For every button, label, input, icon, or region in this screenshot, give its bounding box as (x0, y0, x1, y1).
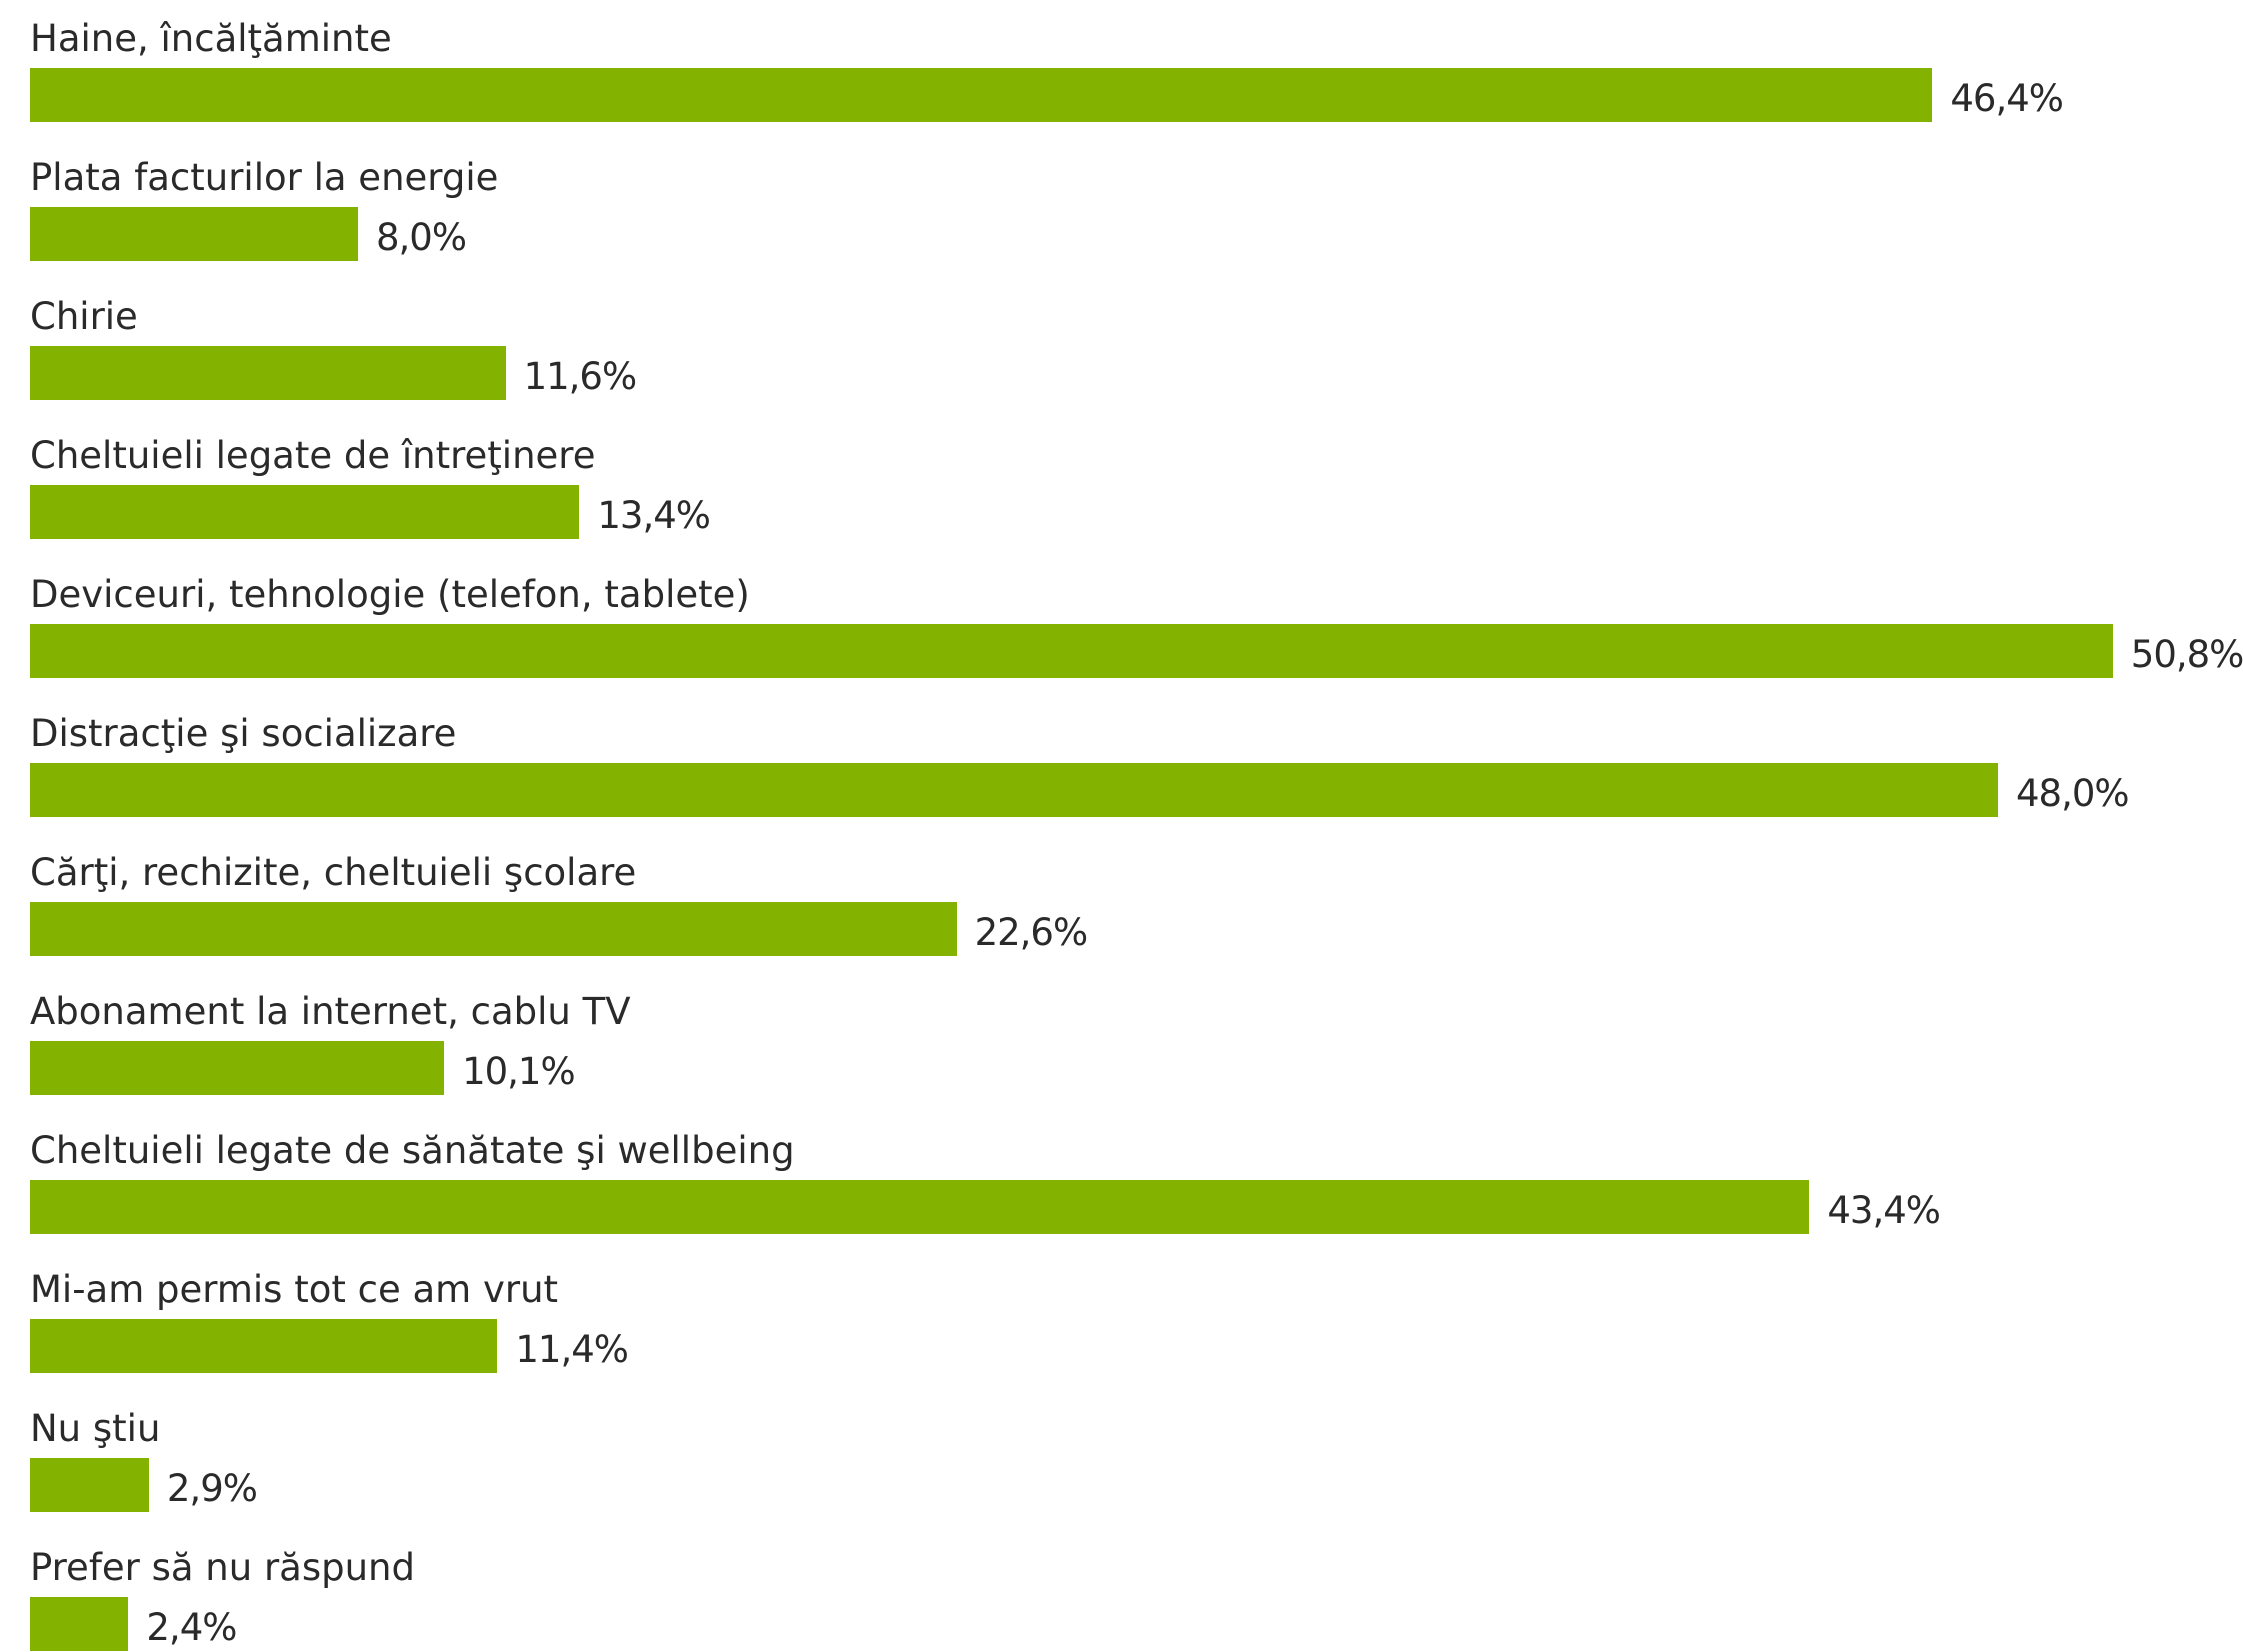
bar (30, 1180, 1810, 1234)
category-label: Cheltuieli legate de sănătate şi wellbei… (30, 1129, 795, 1172)
bar (30, 346, 506, 400)
category-label: Plata facturilor la energie (30, 156, 499, 199)
bar (30, 1458, 149, 1512)
bar (30, 1597, 129, 1651)
category-label: Cărţi, rechizite, cheltuieli şcolare (30, 851, 637, 894)
category-label: Haine, încălţăminte (30, 17, 392, 60)
value-label: 46,4% (1950, 77, 2064, 120)
category-label: Chirie (30, 295, 138, 338)
value-label: 22,6% (974, 911, 1089, 954)
value-label: 10,1% (462, 1050, 576, 1093)
category-label: Distracţie şi socializare (30, 712, 457, 755)
category-label: Nu ştiu (30, 1407, 161, 1450)
value-label: 50,8% (2130, 633, 2243, 676)
value-label: 11,4% (515, 1328, 629, 1371)
value-label: 13,4% (597, 494, 711, 537)
value-label: 11,6% (523, 355, 638, 398)
bar (30, 902, 957, 956)
bar (30, 1041, 445, 1095)
category-label: Prefer să nu răspund (30, 1546, 415, 1589)
bar (30, 68, 1933, 122)
category-label: Abonament la internet, cablu TV (30, 990, 631, 1033)
bar (30, 485, 580, 539)
category-label: Mi-am permis tot ce am vrut (30, 1268, 559, 1311)
value-label: 2,4% (146, 1606, 237, 1649)
bar (30, 207, 358, 261)
value-label: 8,0% (376, 216, 467, 259)
value-label: 48,0% (2016, 772, 2130, 815)
bar (30, 624, 2113, 678)
value-label: 43,4% (1827, 1189, 1941, 1232)
bar (30, 1319, 498, 1373)
category-label: Deviceuri, tehnologie (telefon, tablete) (30, 573, 750, 616)
category-label: Cheltuieli legate de întreţinere (30, 434, 596, 477)
bar (30, 763, 1998, 817)
value-label: 2,9% (166, 1467, 258, 1510)
